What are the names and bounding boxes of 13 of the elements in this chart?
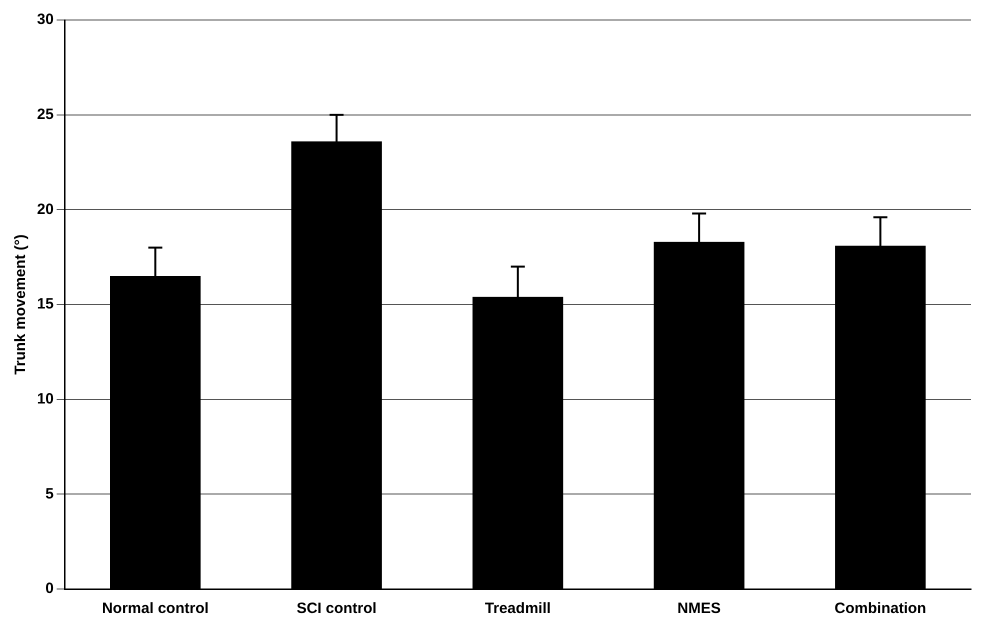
y-axis-title: Trunk movement (°)	[12, 234, 30, 375]
y-tick-label: 20	[36, 200, 54, 218]
x-tick-label: SCI control	[296, 600, 377, 618]
y-tick-label: 30	[36, 11, 54, 28]
y-tick-label: 10	[36, 390, 54, 408]
x-tick-label: NMES	[677, 600, 721, 618]
x-tick-label: Normal control	[102, 600, 209, 618]
y-tick-label: 15	[36, 296, 54, 313]
y-tick-label: 5	[45, 485, 54, 502]
y-tick-label: 0	[45, 580, 54, 598]
y-tick-label: 25	[36, 106, 54, 123]
x-tick-label: Combination	[834, 600, 926, 618]
x-tick-label: Treadmill	[484, 600, 551, 618]
